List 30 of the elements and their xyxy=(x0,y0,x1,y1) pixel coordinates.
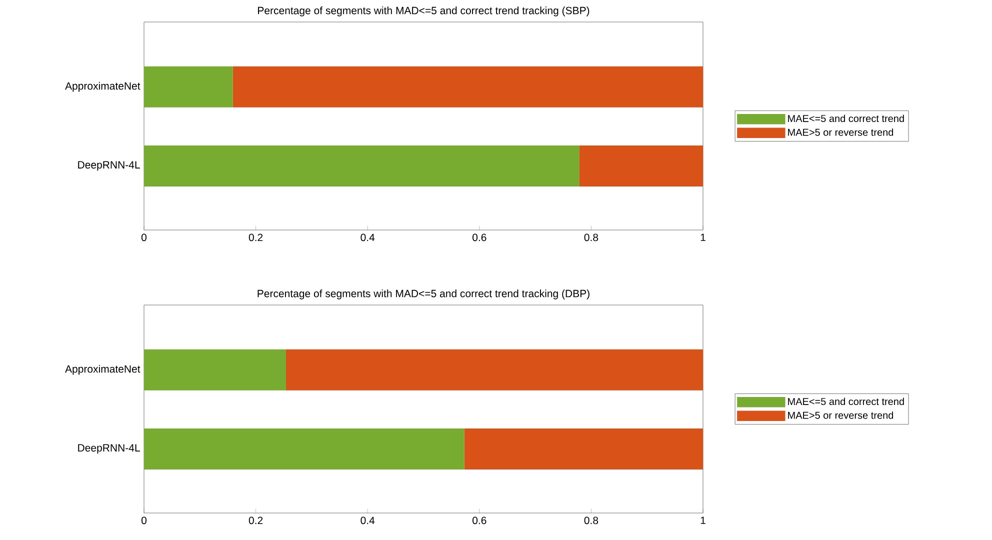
y-tick-label: DeepRNN-4L xyxy=(78,161,140,171)
x-tick-label: 0.6 xyxy=(472,234,486,242)
bar xyxy=(144,349,286,390)
x-tick-label: 0.8 xyxy=(584,234,598,242)
y-tick-label: ApproximateNet xyxy=(65,82,140,92)
legend-label: MAE<=5 and correct trend xyxy=(788,398,904,406)
bar xyxy=(286,349,704,390)
bar xyxy=(579,145,704,186)
chart-title: Percentage of segments with MAD<=5 and correct trend tracking (SBP) xyxy=(258,6,590,16)
x-tick-label: 0.6 xyxy=(472,516,486,524)
bar xyxy=(144,428,464,470)
x-tick-label: 0.2 xyxy=(248,516,263,524)
bar xyxy=(464,428,704,470)
legend-label: MAE>5 or reverse trend xyxy=(788,128,894,136)
x-tick-label: 0.4 xyxy=(360,234,375,242)
x-tick-label: 0 xyxy=(141,516,147,524)
x-tick-label: 0.4 xyxy=(360,516,375,524)
y-tick-label: DeepRNN-4L xyxy=(78,444,140,454)
x-tick-label: 0.8 xyxy=(584,516,598,524)
legend-label: MAE<=5 and correct trend xyxy=(788,114,904,122)
x-tick-label: 0.2 xyxy=(248,234,263,242)
x-tick-label: 1 xyxy=(700,516,706,524)
bar xyxy=(144,66,233,108)
y-tick-label: ApproximateNet xyxy=(65,364,140,375)
bar xyxy=(232,66,704,108)
bar xyxy=(144,145,580,186)
x-tick-label: 1 xyxy=(700,234,706,241)
chart-title: Percentage of segments with MAD<=5 and correct trend tracking (DBP) xyxy=(258,290,590,300)
legend-label: MAE>5 or reverse trend xyxy=(788,411,894,419)
x-tick-label: 0 xyxy=(141,234,147,242)
